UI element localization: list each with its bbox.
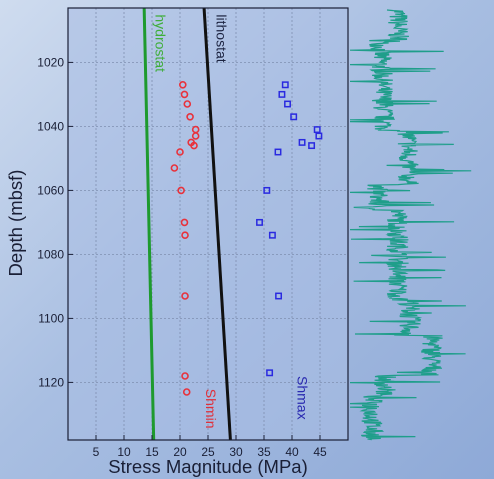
x-tick-label: 25 <box>201 445 215 459</box>
x-tick-label: 35 <box>257 445 271 459</box>
shmin-point <box>180 218 189 227</box>
x-tick-label: 20 <box>173 445 187 459</box>
y-tick-label: 1060 <box>37 183 64 197</box>
shmax-point <box>313 126 321 134</box>
y-tick-label: 1080 <box>37 247 64 261</box>
shmin-label: Shmin <box>203 389 219 429</box>
shmin-point <box>176 148 184 156</box>
shmax-label: Shmax <box>295 376 311 420</box>
shmin-point <box>183 100 192 108</box>
hydrostat-line <box>142 7 156 441</box>
shmax-point <box>266 369 274 377</box>
shmax-point <box>278 90 286 98</box>
y-tick-label: 1100 <box>38 311 64 325</box>
y-axis-label: Depth (mbsf) <box>5 170 26 277</box>
shmax-point <box>290 113 298 121</box>
shmin-point <box>170 164 179 172</box>
shmax-point <box>315 132 323 140</box>
shmin-point <box>181 231 189 239</box>
shmin-point <box>186 113 194 121</box>
shmin-point <box>179 81 187 89</box>
log-trace-panel <box>349 9 472 441</box>
shmax-point <box>268 231 276 239</box>
shmin-point <box>190 141 198 150</box>
grid <box>68 8 348 440</box>
shmin-point <box>180 90 189 99</box>
x-axis-label: Stress Magnitude (MPa) <box>108 456 307 477</box>
y-tick-label: 1040 <box>37 119 64 133</box>
shmax-point <box>284 100 291 108</box>
shmax-point <box>281 81 289 89</box>
y-tick-label: 1120 <box>38 375 64 389</box>
x-tick-label: 5 <box>93 445 100 459</box>
shmin-point <box>181 372 189 380</box>
shmax-point <box>256 218 263 226</box>
x-tick-label: 40 <box>285 445 299 459</box>
shmin-point <box>177 186 185 195</box>
shmax-point <box>275 292 283 300</box>
lithostat-line <box>202 7 232 441</box>
shmin-point <box>181 292 189 300</box>
shmax-point <box>263 186 271 194</box>
axes: 5 10 15 20 25 30 35 40 45 1020 1040 1060 1080 1100 112… <box>37 7 349 459</box>
y-tick-label: 1020 <box>37 55 64 69</box>
shmin-point <box>182 388 191 396</box>
x-tick-label: 45 <box>313 445 327 459</box>
labels: hydrostat lithostat Shmin Shmax <box>152 14 310 428</box>
lithostat-label: lithostat <box>213 14 229 62</box>
shmax-point <box>308 142 316 150</box>
x-tick-label: 10 <box>117 445 131 459</box>
hydrostat-label: hydrostat <box>152 14 168 72</box>
data-markers <box>170 81 323 396</box>
shmax-point <box>298 138 306 146</box>
shmax-point <box>274 148 282 156</box>
reference-lines <box>142 7 232 441</box>
x-tick-label: 15 <box>145 445 159 459</box>
log-trace <box>349 9 472 441</box>
shmin-point <box>191 132 200 140</box>
x-tick-label: 30 <box>229 445 243 459</box>
